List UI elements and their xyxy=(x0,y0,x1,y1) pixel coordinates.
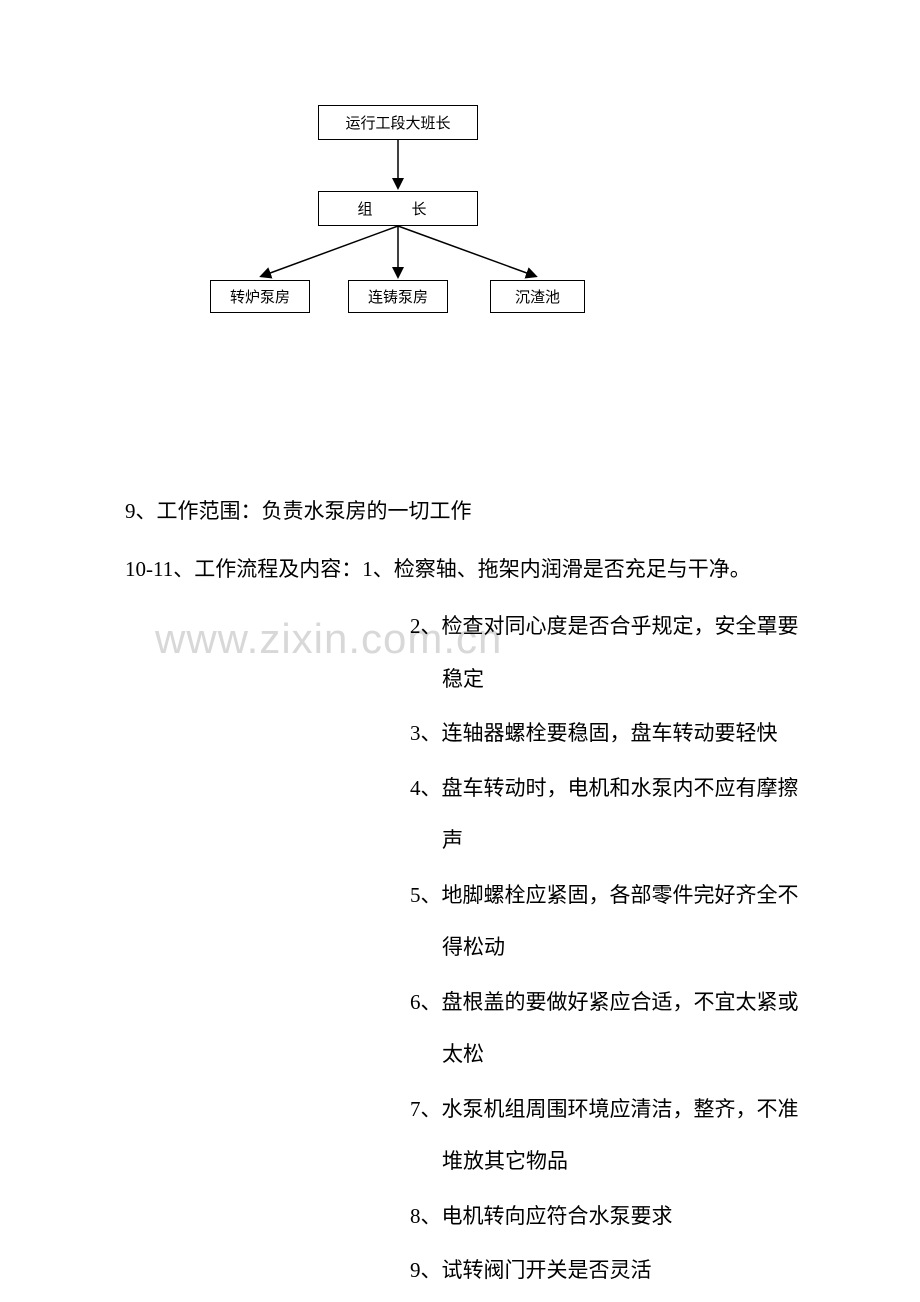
sub-item: 6、盘根盖的要做好紧应合适，不宜太紧或太松 xyxy=(410,976,815,1081)
item-10-11: 10-11、工作流程及内容：1、检察轴、拖架内润滑是否充足与干净。 xyxy=(125,543,815,596)
item-10-11-first: 1、检察轴、拖架内润滑是否充足与干净。 xyxy=(362,557,751,581)
item-9: 9、工作范围：负责水泵房的一切工作 xyxy=(125,485,815,538)
item-10-11-label: 10-11、工作流程及内容： xyxy=(125,557,362,581)
sub-item: 8、电机转向应符合水泵要求 xyxy=(410,1190,815,1243)
sub-item: 9、试转阀门开关是否灵活 xyxy=(410,1244,815,1297)
sub-item: 5、地脚螺栓应紧固，各部零件完好齐全不得松动 xyxy=(410,869,815,974)
sub-item: 7、水泵机组周围环境应清洁，整齐，不准堆放其它物品 xyxy=(410,1083,815,1188)
diagram-node-mid: 组 长 xyxy=(318,191,478,226)
org-diagram: 运行工段大班长 组 长 转炉泵房 连铸泵房 沉渣池 xyxy=(210,105,610,325)
diagram-node-bot3: 沉渣池 xyxy=(490,280,585,313)
diagram-node-top: 运行工段大班长 xyxy=(318,105,478,140)
item-9-label: 9、工作范围： xyxy=(125,499,262,523)
diagram-node-bot1: 转炉泵房 xyxy=(210,280,310,313)
sub-item: 3、连轴器螺栓要稳固，盘车转动要轻快 xyxy=(410,707,815,760)
sub-item: 4、盘车转动时，电机和水泵内不应有摩擦声 xyxy=(410,762,815,867)
diagram-node-bot2: 连铸泵房 xyxy=(348,280,448,313)
document-body: 9、工作范围：负责水泵房的一切工作 10-11、工作流程及内容：1、检察轴、拖架… xyxy=(125,485,815,1299)
item-9-text: 负责水泵房的一切工作 xyxy=(262,499,472,523)
sub-items-list: 2、检查对同心度是否合乎规定，安全罩要稳定 3、连轴器螺栓要稳固，盘车转动要轻快… xyxy=(125,600,815,1297)
sub-item: 2、检查对同心度是否合乎规定，安全罩要稳定 xyxy=(410,600,815,705)
